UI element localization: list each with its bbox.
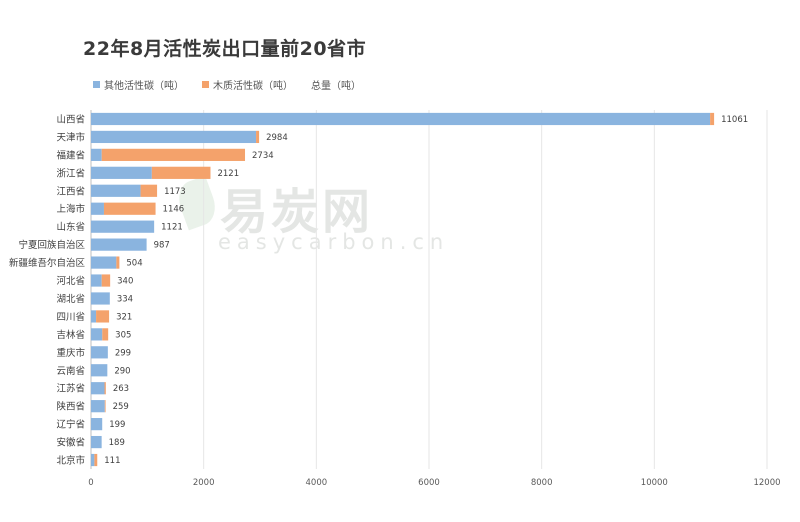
x-tick-label: 2000 <box>193 478 215 488</box>
legend-label-other: 其他活性碳（吨） <box>104 81 184 92</box>
x-tick-label: 12000 <box>753 478 780 488</box>
total-value-label: 111 <box>104 456 120 466</box>
bar-other <box>91 184 141 197</box>
category-label: 辽宁省 <box>56 419 85 431</box>
x-tick-label: 10000 <box>641 478 668 488</box>
category-label: 新疆维吾尔自治区 <box>9 257 86 269</box>
total-value-label: 189 <box>109 438 125 448</box>
total-value-label: 340 <box>117 277 133 287</box>
bar-other <box>91 292 110 305</box>
bar-other <box>91 130 257 144</box>
category-label: 吉林省 <box>56 329 85 341</box>
total-value-label: 2984 <box>266 133 288 143</box>
x-tick-label: 4000 <box>306 478 328 488</box>
total-value-label: 504 <box>126 259 142 269</box>
bar-wood <box>256 130 260 144</box>
bar-other <box>91 256 117 269</box>
legend-item-wood[interactable]: 木质活性碳（吨） <box>202 77 293 92</box>
legend: 其他活性碳（吨） 木质活性碳（吨） 总量（吨） <box>93 77 379 92</box>
total-value-label: 321 <box>116 312 132 322</box>
bar-other <box>91 148 102 161</box>
category-label: 江苏省 <box>56 383 85 395</box>
x-tick-label: 6000 <box>418 478 440 488</box>
category-label: 北京市 <box>56 455 85 467</box>
chart-title: 22年8月活性炭出口量前20省市 <box>83 38 367 60</box>
category-label: 山西省 <box>56 113 85 125</box>
bar-other <box>91 435 102 449</box>
bar-wood <box>101 274 111 287</box>
bar-other <box>91 112 711 126</box>
bar-other <box>91 274 102 287</box>
bar-other <box>91 310 97 323</box>
legend-label-total: 总量（吨） <box>311 81 361 92</box>
category-label: 重庆市 <box>56 347 85 359</box>
bar-wood <box>101 148 246 161</box>
category-label: 宁夏回族自治区 <box>18 239 85 251</box>
legend-swatch-other <box>93 81 100 88</box>
category-label: 上海市 <box>56 203 85 215</box>
category-label: 天津市 <box>56 131 85 143</box>
total-value-label: 1121 <box>161 223 183 233</box>
x-tick-label: 0 <box>88 478 93 488</box>
category-label: 河北省 <box>56 275 85 287</box>
bar-wood <box>94 453 98 467</box>
bar-other <box>91 346 108 359</box>
category-label: 福建省 <box>56 149 85 161</box>
total-value-label: 11061 <box>721 115 748 125</box>
bar-wood <box>103 202 156 215</box>
bar-other <box>91 202 104 215</box>
category-label: 湖北省 <box>56 293 85 305</box>
bar-wood <box>96 310 110 323</box>
bar-other <box>91 418 103 431</box>
total-value-label: 199 <box>109 420 125 430</box>
category-label: 山东省 <box>56 221 85 233</box>
category-label: 四川省 <box>56 311 85 323</box>
total-value-label: 305 <box>115 330 131 340</box>
bar-other <box>91 364 108 377</box>
category-label: 浙江省 <box>56 167 85 179</box>
bar-wood <box>116 256 120 269</box>
total-value-label: 1173 <box>164 187 186 197</box>
total-value-label: 299 <box>115 348 131 358</box>
total-value-label: 290 <box>114 366 130 376</box>
total-value-label: 1146 <box>163 205 185 215</box>
category-label: 云南省 <box>56 365 85 377</box>
legend-item-other[interactable]: 其他活性碳（吨） <box>93 77 184 92</box>
bar-other <box>91 166 152 179</box>
bar-other <box>91 382 105 395</box>
legend-swatch-wood <box>202 81 209 88</box>
category-label: 安徽省 <box>56 437 85 449</box>
total-value-label: 987 <box>154 241 170 251</box>
category-label: 江西省 <box>56 185 85 197</box>
bar-other <box>91 400 105 413</box>
legend-item-total[interactable]: 总量（吨） <box>311 77 361 92</box>
total-value-label: 259 <box>113 402 129 412</box>
bar-wood <box>104 400 106 413</box>
bar-wood <box>140 184 158 197</box>
bar-wood <box>102 328 109 341</box>
category-label: 陕西省 <box>56 401 85 413</box>
bar-other <box>91 220 155 233</box>
bar-other <box>91 238 147 251</box>
bar-wood <box>151 166 211 179</box>
bar-other <box>91 453 95 467</box>
total-value-label: 2121 <box>217 169 239 179</box>
legend-label-wood: 木质活性碳（吨） <box>213 81 293 92</box>
x-tick-label: 8000 <box>531 478 553 488</box>
total-value-label: 263 <box>113 384 129 394</box>
bar-wood <box>710 112 715 126</box>
total-value-label: 2734 <box>252 151 274 161</box>
total-value-label: 334 <box>117 294 133 304</box>
bar-wood <box>104 382 106 395</box>
bar-other <box>91 328 103 341</box>
